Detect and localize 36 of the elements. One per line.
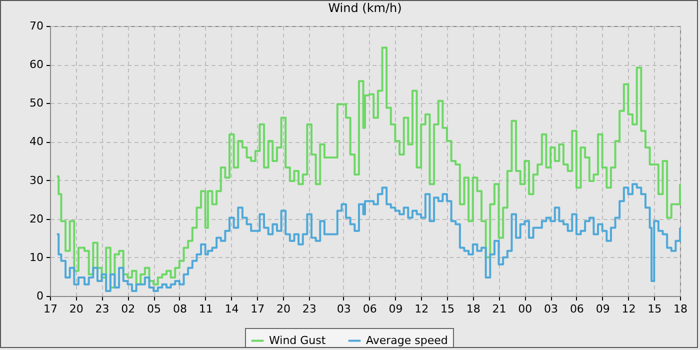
- x-tick-label: 12: [414, 302, 429, 316]
- x-tick-label: 20: [276, 302, 291, 316]
- x-tick-label: 15: [648, 302, 662, 316]
- chart-title: Wind (km/h): [328, 1, 402, 15]
- x-tick-label: 14: [224, 302, 239, 316]
- x-tick-label: 08: [172, 302, 187, 316]
- x-tick-label: 18: [674, 302, 688, 316]
- x-tick-label: 23: [302, 302, 316, 316]
- x-tick-label: 02: [121, 302, 136, 316]
- x-tick-label: 03: [544, 302, 558, 316]
- x-tick-label: 11: [198, 302, 213, 316]
- y-tick-label: 60: [30, 58, 44, 72]
- x-tick-label: 17: [250, 302, 265, 316]
- y-tick-label: 30: [30, 174, 44, 187]
- y-tick-label: 0: [36, 290, 44, 302]
- x-tick-label: 21: [492, 302, 506, 316]
- x-tick-label: 03: [336, 302, 351, 316]
- legend-label: Wind Gust: [269, 334, 326, 347]
- x-tick-label: 09: [596, 302, 610, 316]
- y-tick-label: 10: [30, 250, 44, 264]
- x-tick-label: 05: [147, 302, 162, 316]
- x-tick-label: 00: [518, 302, 532, 316]
- x-tick-label: 12: [622, 302, 636, 316]
- x-tick-label: 15: [440, 302, 454, 316]
- x-tick-label: 09: [388, 302, 403, 316]
- x-tick-label: 06: [362, 302, 377, 316]
- legend-label: Average speed: [366, 334, 448, 347]
- x-tick-label: 23: [95, 302, 110, 316]
- x-tick-label: 17: [44, 302, 58, 316]
- y-tick-label: 40: [30, 135, 44, 148]
- y-tick-label: 70: [30, 20, 44, 32]
- x-tick-label: 20: [69, 302, 84, 316]
- y-tick-label: 50: [30, 96, 44, 110]
- y-tick-label: 20: [30, 212, 44, 226]
- x-tick-label: 06: [570, 302, 584, 316]
- x-tick-label: 18: [466, 302, 480, 316]
